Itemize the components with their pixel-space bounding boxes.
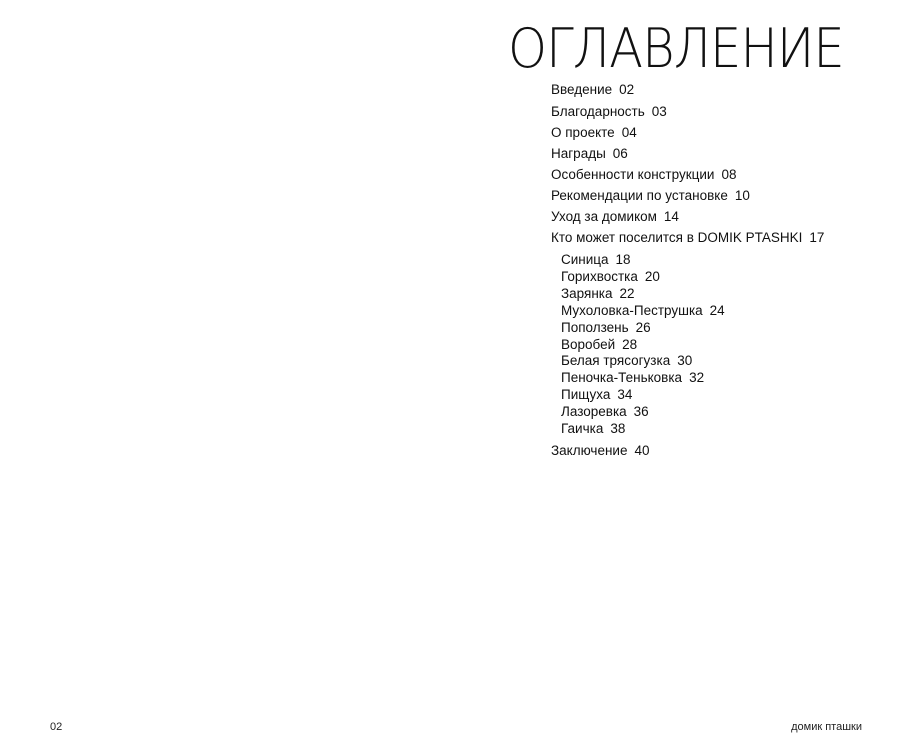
- toc-subitem[interactable]: Пищуха 34: [561, 387, 632, 403]
- footer-brand: домик пташки: [791, 721, 862, 733]
- toc-item-label: Заключение: [551, 443, 628, 458]
- toc-item[interactable]: Благодарность 03: [551, 104, 667, 120]
- toc-item[interactable]: О проекте 04: [551, 125, 637, 141]
- toc-subitem[interactable]: Гаичка 38: [561, 421, 625, 437]
- page-number: 02: [50, 721, 63, 733]
- toc-item-label: Награды: [551, 146, 606, 161]
- toc-item-label: Пеночка-Теньковка: [561, 370, 683, 386]
- toc-item-page: 17: [809, 230, 825, 245]
- toc-item-label: Синица: [561, 252, 609, 267]
- toc-item-page: 02: [619, 82, 635, 97]
- toc-subitem[interactable]: Синица 18: [561, 252, 631, 268]
- toc-item-page: 18: [615, 252, 631, 267]
- toc-item[interactable]: Введение 02: [551, 82, 634, 98]
- toc-item[interactable]: Заключение 40: [551, 443, 650, 459]
- toc-item-page: 30: [677, 353, 693, 369]
- toc-item[interactable]: Кто может поселится в DOMIK PTASHKI 17: [551, 230, 824, 246]
- toc-item-page: 03: [651, 104, 667, 119]
- toc-subitem[interactable]: Зарянка 22: [561, 286, 635, 302]
- toc-subitem[interactable]: Воробей 28: [561, 337, 637, 353]
- toc-item-page: 36: [633, 404, 649, 420]
- toc-item-label: Лазоревка: [561, 404, 627, 420]
- toc-item-page: 08: [721, 167, 737, 182]
- toc-item[interactable]: Награды 06: [551, 146, 628, 162]
- toc-subitem[interactable]: Поползень 26: [561, 320, 651, 336]
- toc-item-label: О проекте: [551, 125, 615, 140]
- toc-item-label: Рекомендации по установке: [551, 188, 728, 203]
- toc-item-page: 28: [622, 336, 638, 352]
- toc-item[interactable]: Уход за домиком 14: [551, 209, 679, 225]
- toc-subitem[interactable]: Пеночка-Теньковка 32: [561, 370, 704, 386]
- toc-item-page: 22: [619, 285, 635, 301]
- toc-item-page: 34: [617, 387, 633, 403]
- toc-item-page: 04: [621, 125, 637, 140]
- toc-item[interactable]: Рекомендации по установке 10: [551, 188, 750, 204]
- toc-item-label: Зарянка: [561, 285, 613, 301]
- toc-item-label: Горихвостка: [561, 268, 638, 284]
- toc-item-label: Пищуха: [561, 387, 611, 403]
- toc-item-label: Воробей: [561, 336, 616, 352]
- toc-item-page: 10: [734, 188, 750, 203]
- toc-item-page: 24: [709, 302, 725, 318]
- toc-item-label: Введение: [551, 82, 613, 97]
- toc-subitem[interactable]: Горихвостка 20: [561, 269, 660, 285]
- toc-subitem[interactable]: Белая трясогузка 30: [561, 353, 692, 369]
- toc-item-page: 38: [610, 421, 626, 436]
- toc-item-label: Поползень: [561, 319, 629, 335]
- toc-item[interactable]: Особенности конструкции 08: [551, 167, 736, 183]
- toc-item-page: 06: [612, 146, 628, 161]
- toc-item-page: 32: [689, 370, 705, 386]
- toc-subitem[interactable]: Лазоревка 36: [561, 404, 649, 420]
- toc-item-page: 20: [644, 268, 660, 284]
- toc-item-label: Благодарность: [551, 104, 645, 119]
- toc-item-label: Уход за домиком: [551, 209, 657, 224]
- toc-item-page: 14: [663, 209, 679, 224]
- toc-item-label: Белая трясогузка: [561, 353, 671, 369]
- toc-item-page: 40: [634, 443, 650, 458]
- toc-item-label: Кто может поселится в DOMIK PTASHKI: [551, 230, 803, 245]
- toc-subitem[interactable]: Мухоловка-Пеструшка 24: [561, 303, 725, 319]
- toc-item-label: Мухоловка-Пеструшка: [561, 302, 703, 318]
- page-title: ОГЛАВЛЕНИЕ: [508, 17, 845, 80]
- toc-item-label: Гаичка: [561, 421, 604, 436]
- toc-item-page: 26: [635, 319, 651, 335]
- toc-item-label: Особенности конструкции: [551, 167, 715, 182]
